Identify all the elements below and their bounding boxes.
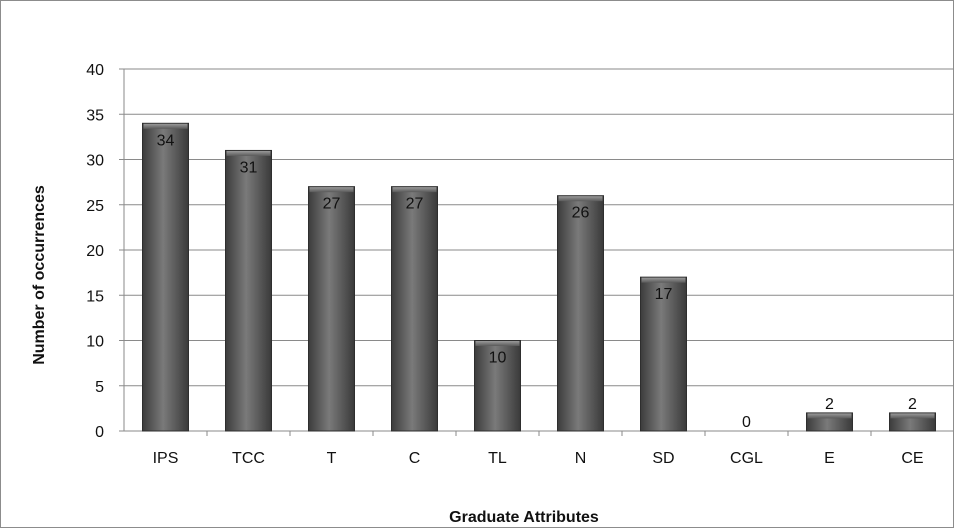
- data-label-e: 2: [825, 396, 834, 413]
- x-tick-label: CGL: [730, 450, 763, 467]
- data-label-tl: 10: [489, 350, 507, 367]
- y-tick-label: 40: [86, 62, 104, 79]
- data-label-c: 27: [406, 196, 424, 213]
- y-tick-label: 30: [86, 153, 104, 170]
- data-label-tcc: 31: [240, 159, 258, 176]
- bar-cap-sd: [641, 277, 686, 283]
- bar-cap-t: [309, 187, 354, 193]
- data-label-ce: 2: [908, 396, 917, 413]
- bar-cap-ips: [143, 123, 188, 129]
- y-tick-label: 25: [86, 198, 104, 215]
- bars: [142, 122, 936, 432]
- x-tick-label: IPS: [153, 450, 179, 467]
- y-tick-label: 20: [86, 243, 104, 260]
- bar-cap-tcc: [226, 150, 271, 156]
- bar-cap-n: [558, 196, 603, 202]
- y-tick-label: 0: [95, 424, 104, 441]
- x-tick-label: E: [824, 450, 835, 467]
- y-tick-label: 15: [86, 288, 104, 305]
- x-tick-label: TL: [488, 450, 507, 467]
- bar-cap-ce: [890, 413, 935, 419]
- data-label-sd: 17: [655, 286, 673, 303]
- y-axis-title: Number of occurrences: [31, 185, 48, 365]
- y-tick-label: 10: [86, 334, 104, 351]
- x-axis-title: Graduate Attributes: [449, 509, 599, 526]
- bar-sd: [640, 276, 687, 432]
- bar-c: [391, 186, 438, 432]
- bar-t: [308, 186, 355, 432]
- bar-tl: [474, 340, 521, 432]
- data-label-n: 26: [572, 205, 590, 222]
- data-labels: 34 31 27 27 10 26 17 0 2 2: [157, 132, 917, 431]
- bar-ips: [142, 122, 189, 432]
- x-tick-label: N: [575, 450, 587, 467]
- data-label-cgl: 0: [742, 414, 751, 431]
- data-label-ips: 34: [157, 132, 175, 149]
- x-tick-label: CE: [901, 450, 923, 467]
- bar-cap-e: [807, 413, 852, 419]
- bar-tcc: [225, 149, 272, 432]
- x-tick-label: C: [409, 450, 421, 467]
- x-tick-label: TCC: [232, 450, 265, 467]
- x-tick-label: T: [327, 450, 337, 467]
- y-tick-label: 35: [86, 107, 104, 124]
- data-label-t: 27: [323, 196, 341, 213]
- bar-n: [557, 195, 604, 432]
- y-tick-label: 5: [95, 379, 104, 396]
- bar-cap-c: [392, 187, 437, 193]
- x-tick-label: SD: [652, 450, 674, 467]
- bar-cap-tl: [475, 341, 520, 346]
